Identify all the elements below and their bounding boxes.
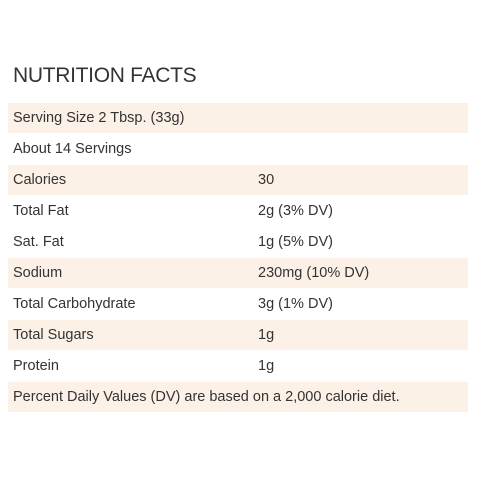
nutrient-value: 1g (5% DV) (258, 234, 333, 250)
nutrient-row-total-carbohydrate: Total Carbohydrate 3g (1% DV) (8, 289, 468, 320)
serving-size-text: Serving Size 2 Tbsp. (33g) (13, 110, 185, 126)
nutrient-label: Sat. Fat (13, 234, 64, 250)
nutrient-label: Total Carbohydrate (13, 296, 136, 312)
nutrient-row-total-sugars: Total Sugars 1g (8, 320, 468, 351)
serving-size-row: Serving Size 2 Tbsp. (33g) (8, 103, 468, 134)
page-title: NUTRITION FACTS (13, 64, 197, 87)
nutrient-label: Protein (13, 358, 59, 374)
nutrient-label: Calories (13, 172, 67, 188)
servings-text: About 14 Servings (13, 141, 132, 157)
nutrient-value: 230mg (10% DV) (258, 265, 370, 281)
nutrient-row-sodium: Sodium 230mg (10% DV) (8, 258, 468, 289)
servings-row: About 14 Servings (8, 134, 468, 165)
footnote-text: Percent Daily Values (DV) are based on a… (13, 389, 400, 405)
footnote-row: Percent Daily Values (DV) are based on a… (8, 382, 468, 413)
nutrient-label: Total Sugars (13, 327, 94, 343)
nutrient-row-sat-fat: Sat. Fat 1g (5% DV) (8, 227, 468, 258)
nutrient-label: Sodium (13, 265, 63, 281)
nutrient-value: 30 (258, 172, 275, 188)
nutrient-value: 1g (258, 327, 275, 343)
nutrient-value: 3g (1% DV) (258, 296, 333, 312)
nutrient-value: 2g (3% DV) (258, 203, 333, 219)
nutrient-row-protein: Protein 1g (8, 351, 468, 382)
nutrient-row-calories: Calories 30 (8, 165, 468, 196)
nutrition-table: Serving Size 2 Tbsp. (33g) About 14 Serv… (8, 103, 468, 413)
nutrient-label: Total Fat (13, 203, 69, 219)
nutrient-value: 1g (258, 358, 275, 374)
nutrient-row-total-fat: Total Fat 2g (3% DV) (8, 196, 468, 227)
